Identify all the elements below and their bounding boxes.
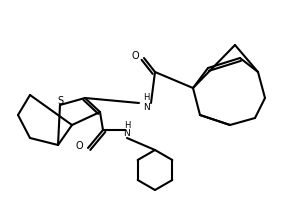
Text: H: H [143, 94, 149, 102]
Text: H: H [124, 120, 130, 130]
Text: O: O [131, 51, 139, 61]
Text: O: O [75, 141, 83, 151]
Text: N: N [142, 102, 149, 112]
Text: S: S [57, 96, 63, 106]
Text: N: N [124, 130, 130, 138]
